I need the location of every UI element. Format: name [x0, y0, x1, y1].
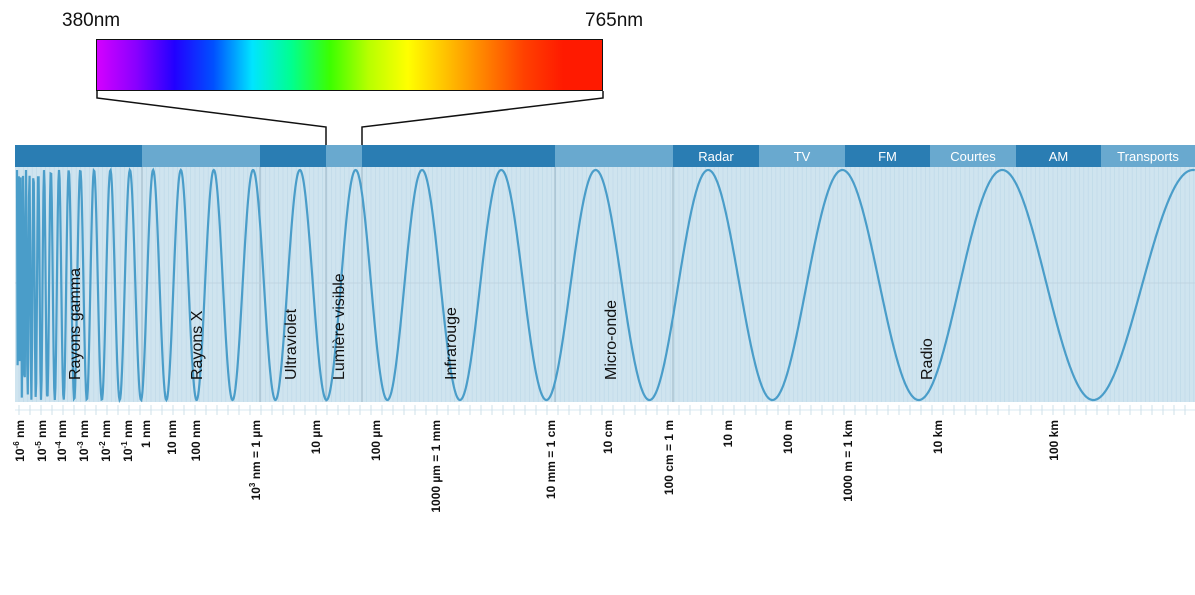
band-segment	[759, 145, 845, 167]
scale-ruler	[15, 405, 1195, 415]
band-segment	[845, 145, 930, 167]
visible-max-label: 765nm	[585, 10, 644, 31]
zoom-line-right	[361, 91, 604, 145]
wave-curve	[15, 166, 1195, 404]
region-label: Rayons gamma	[67, 268, 84, 380]
region-label: Lumière visible	[331, 273, 348, 380]
band-segment	[555, 145, 673, 167]
band-label: FM	[878, 149, 897, 164]
tick-label: 10-5 nm	[34, 420, 49, 462]
band-label: TV	[794, 149, 811, 164]
region-label: Infrarouge	[443, 307, 460, 380]
band-label: Radar	[698, 149, 734, 164]
tick-label: 100 nm	[189, 420, 203, 461]
band-segment	[142, 145, 260, 167]
scale-tick-labels: 10-6 nm 10-5 nm 10-4 nm 10-3 nm 10-2 nm 10-1 …	[12, 420, 1061, 513]
tick-label: 10-2 nm	[98, 420, 113, 462]
region-label: Radio	[919, 338, 936, 380]
tick-label: 10 cm	[601, 420, 615, 454]
tick-label: 1000 µm = 1 mm	[429, 420, 443, 513]
tick-label: 10 µm	[309, 420, 323, 454]
region-labels: Rayons gamma Rayons X Ultraviolet Lumière v…	[67, 268, 936, 380]
band-segment	[1016, 145, 1101, 167]
tick-label: 100 µm	[369, 420, 383, 461]
tick-label: 10-6 nm	[12, 420, 27, 462]
band-segment	[362, 145, 555, 167]
band-segment	[326, 145, 362, 167]
tick-label: 10 nm	[165, 420, 179, 455]
tick-label: 100 cm = 1 m	[662, 420, 676, 495]
band-label: Transports	[1117, 149, 1179, 164]
region-label: Ultraviolet	[283, 308, 300, 380]
tick-label: 100 km	[1047, 420, 1061, 461]
band-segment	[260, 145, 326, 167]
tick-label: 103 nm = 1 µm	[248, 420, 263, 500]
tick-label: 10-3 nm	[76, 420, 91, 462]
band-row: Radar TV FM Courtes AM Transports	[15, 145, 1195, 167]
band-label: Courtes	[950, 149, 996, 164]
band-segment	[1101, 145, 1195, 167]
tick-label: 10-4 nm	[54, 420, 69, 462]
band-segment	[930, 145, 1016, 167]
band-segment	[673, 145, 759, 167]
visible-min-label: 380nm	[62, 10, 121, 31]
region-label: Micro-onde	[603, 300, 620, 380]
tick-label: 10 km	[931, 420, 945, 454]
zoom-connector-lines	[96, 91, 604, 145]
tick-label: 10 m	[721, 420, 735, 447]
band-label: AM	[1049, 149, 1069, 164]
tick-label: 10-1 nm	[120, 420, 135, 462]
zoom-line-left	[96, 91, 327, 145]
band-segment	[15, 145, 142, 167]
visible-spectrum-gradient	[96, 39, 603, 91]
region-label: Rayons X	[189, 310, 206, 380]
tick-label: 1000 m = 1 km	[841, 420, 855, 502]
tick-label: 10 mm = 1 cm	[544, 420, 558, 499]
tick-label: 100 m	[781, 420, 795, 454]
tick-label: 1 nm	[139, 420, 153, 448]
